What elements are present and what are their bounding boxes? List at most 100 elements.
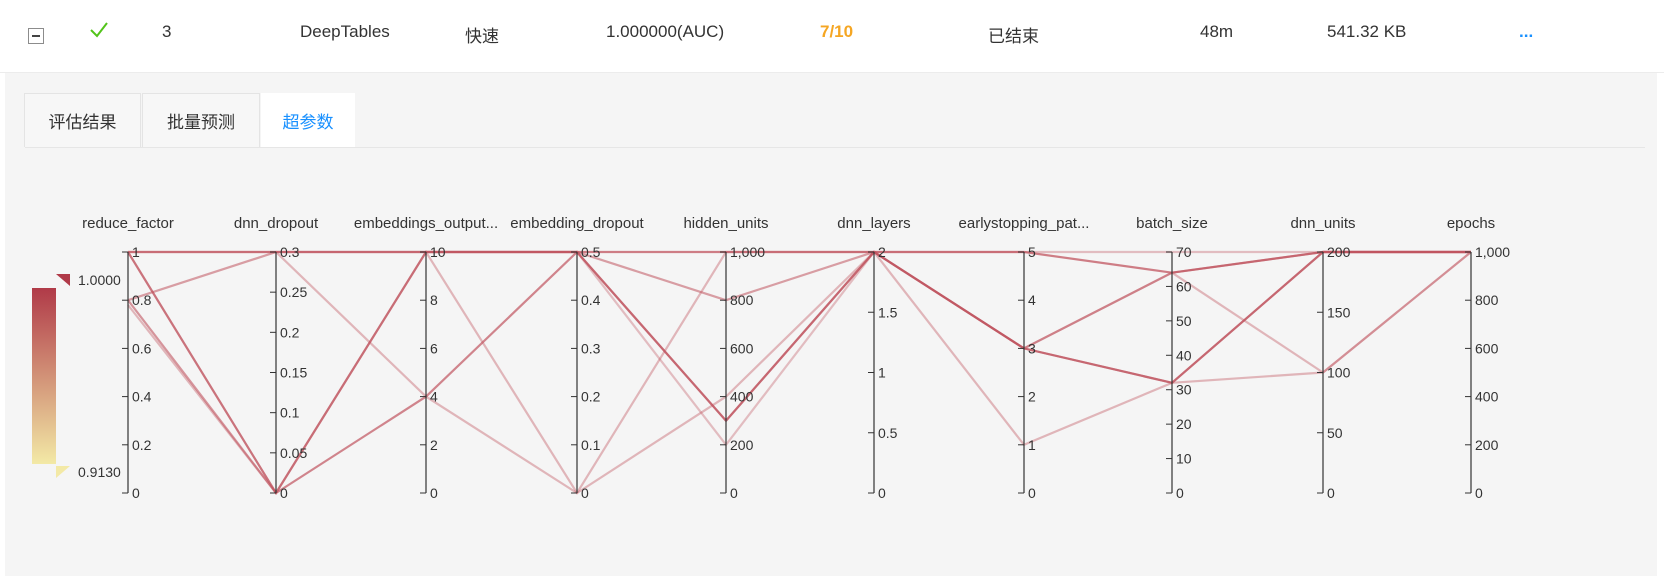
tick-label: 1 [878, 365, 886, 381]
tick-label: 0.3 [280, 244, 300, 260]
tick-label: 70 [1176, 244, 1192, 260]
tick-label: 4 [1028, 292, 1036, 308]
tick-label: 0 [581, 485, 589, 501]
tick-label: 10 [430, 244, 446, 260]
legend-max-handle[interactable] [56, 274, 70, 286]
tick-label: 5 [1028, 244, 1036, 260]
tick-label: 200 [1327, 244, 1351, 260]
tick-label: 200 [730, 437, 754, 453]
tick-label: 1,000 [1475, 244, 1510, 260]
row-index: 3 [162, 22, 172, 41]
duration: 48m [1200, 22, 1234, 41]
tick-label: 4 [430, 389, 438, 405]
data-line [128, 250, 1471, 274]
tick-label: 0 [1176, 485, 1184, 501]
tick-label: 50 [1176, 313, 1192, 329]
axis-title: embeddings_output... [354, 215, 498, 232]
tick-label: 0.05 [280, 445, 307, 461]
tick-label: 2 [430, 437, 438, 453]
tick-label: 10 [1176, 451, 1192, 467]
axis-1[interactable]: reduce_factor 0 0.2 0.4 0.6 0.8 1 [82, 215, 174, 501]
tab-batch-prediction[interactable]: 批量预测 [142, 93, 260, 147]
data-line [127, 249, 1472, 495]
tick-label: 1,000 [730, 244, 765, 260]
axis-title: embedding_dropout [510, 215, 644, 232]
tick-label: 6 [430, 340, 438, 356]
search-mode: 快速 [465, 27, 499, 46]
tick-label: 0.6 [132, 340, 152, 356]
axis-title: epochs [1447, 215, 1495, 232]
axis-2[interactable]: dnn_dropout 0 0.05 0.1 0.15 0.2 0.25 0.3 [234, 215, 319, 501]
tick-label: 2 [1028, 389, 1036, 405]
tick-label: 20 [1176, 416, 1192, 432]
axis-9[interactable]: dnn_units 0 50 100 150 200 [1290, 215, 1355, 501]
tick-label: 200 [1475, 437, 1499, 453]
axis-title: batch_size [1136, 215, 1208, 232]
data-line [127, 250, 1471, 350]
tick-label: 40 [1176, 347, 1192, 363]
tick-label: 1 [132, 244, 140, 260]
data-lines [127, 249, 1472, 496]
tick-label: 600 [1475, 340, 1499, 356]
tick-label: 0.25 [280, 284, 307, 300]
axis-3[interactable]: embeddings_output... 0 2 4 6 8 10 [354, 215, 498, 501]
data-line [128, 250, 1472, 495]
tick-label: 0.3 [581, 340, 601, 356]
legend-gradient-bar [32, 288, 56, 464]
tick-label: 0 [430, 485, 438, 501]
model-size: 541.32 KB [1327, 22, 1407, 41]
tick-label: 0.2 [581, 389, 601, 405]
tick-label: 0.1 [581, 437, 601, 453]
tick-label: 0.4 [132, 389, 152, 405]
tick-label: 0 [730, 485, 738, 501]
axis-7[interactable]: earlystopping_pat... 0 1 2 3 4 5 [959, 215, 1090, 501]
algorithm-name: DeepTables [300, 22, 390, 41]
tick-label: 400 [1475, 389, 1499, 405]
trial-progress: 7/10 [820, 22, 854, 41]
tick-label: 150 [1327, 304, 1351, 320]
legend-max-label: 1.0000 [78, 272, 121, 288]
tick-label: 0.5 [581, 244, 601, 260]
tick-label: 0.4 [581, 292, 601, 308]
axis-title: dnn_dropout [234, 215, 319, 232]
data-line [127, 250, 1471, 495]
tick-label: 0.8 [132, 292, 152, 308]
detail-panel: 评估结果 批量预测 超参数 [5, 73, 1657, 576]
tick-label: 50 [1327, 425, 1343, 441]
axes: reduce_factor 0 0.2 0.4 0.6 0.8 1 dnn_dropout 0 0… [82, 215, 1510, 501]
axis-title: reduce_factor [82, 215, 174, 232]
check-icon [88, 18, 110, 45]
tick-label: 0.2 [280, 324, 300, 340]
axis-title: hidden_units [683, 215, 768, 232]
tick-label: 0.1 [280, 405, 300, 421]
tick-label: 30 [1176, 382, 1192, 398]
legend-min-handle[interactable] [56, 466, 70, 478]
tick-label: 0.5 [878, 425, 898, 441]
status-text: 已结束 [988, 27, 1039, 46]
tab-hyperparameters[interactable]: 超参数 [261, 93, 355, 147]
tick-label: 600 [730, 340, 754, 356]
axis-4[interactable]: embedding_dropout 0 0.1 0.2 0.3 0.4 0.5 [510, 215, 644, 501]
tick-label: 800 [730, 292, 754, 308]
collapse-row-button[interactable] [28, 28, 44, 44]
axis-title: dnn_layers [837, 215, 910, 232]
tick-label: 2 [878, 244, 886, 260]
tick-label: 1.5 [878, 304, 898, 320]
tick-label: 8 [430, 292, 438, 308]
axis-5[interactable]: hidden_units 0 200 400 600 800 1,000 [683, 215, 768, 501]
axis-title: dnn_units [1290, 215, 1355, 232]
tick-label: 3 [1028, 340, 1036, 356]
axis-6[interactable]: dnn_layers 0 0.5 1 1.5 2 [837, 215, 910, 501]
tick-label: 0 [132, 485, 140, 501]
tick-label: 0 [1028, 485, 1036, 501]
data-line [127, 250, 1471, 496]
legend-min-label: 0.9130 [78, 464, 121, 480]
more-actions-button[interactable]: ... [1519, 22, 1534, 41]
tick-label: 100 [1327, 365, 1351, 381]
tick-label: 1 [1028, 437, 1036, 453]
tick-label: 0.15 [280, 365, 307, 381]
axis-10[interactable]: epochs 0 200 400 600 800 1,000 [1447, 215, 1510, 501]
axis-8[interactable]: batch_size 0 10 20 30 40 50 60 70 [1136, 215, 1208, 501]
tab-evaluation[interactable]: 评估结果 [24, 93, 141, 147]
